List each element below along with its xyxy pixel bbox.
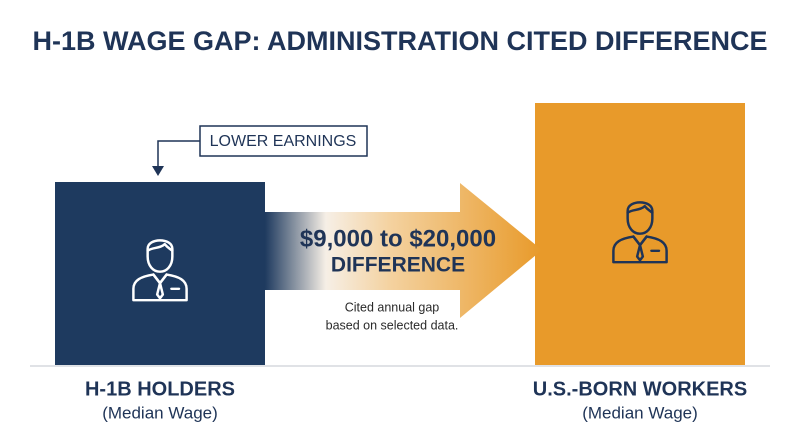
callout-arrowhead: [152, 166, 164, 176]
callout-connector: [157, 140, 200, 170]
left-label: H-1B HOLDERS: [85, 378, 235, 400]
gap-note: Cited annual gap: [345, 300, 440, 314]
gap-arrow: [265, 183, 542, 318]
callout-box: [199, 125, 368, 157]
right-label: U.S.-BORN WORKERS: [533, 378, 747, 400]
gap-note: based on selected data.: [326, 318, 459, 332]
right-sublabel: (Median Wage): [582, 403, 698, 422]
gap-caption: DIFFERENCE: [331, 254, 465, 277]
title: H-1B WAGE GAP: ADMINISTRATION CITED DIFF…: [33, 26, 768, 56]
gap-amount: $9,000 to $20,000: [300, 225, 496, 252]
left-box: [55, 182, 265, 365]
callout-text: LOWER EARNINGS: [210, 133, 357, 150]
left-sublabel: (Median Wage): [102, 403, 218, 422]
